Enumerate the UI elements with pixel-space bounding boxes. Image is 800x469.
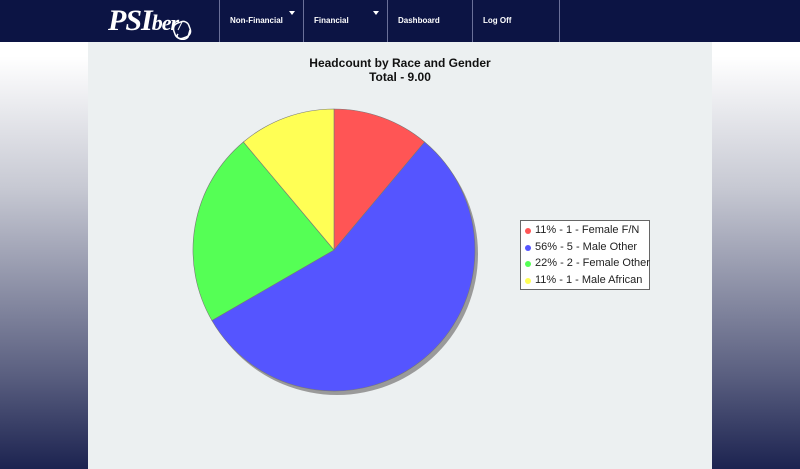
nav-dashboard[interactable]: Dashboard [387,0,472,42]
chart-panel: Headcount by Race and Gender Total - 9.0… [88,42,712,469]
caret-down-icon [373,11,379,15]
legend-swatch [525,228,531,234]
pie-slice-3[interactable] [242,108,335,251]
nav-log-off-label: Log Off [483,16,512,25]
logo-text-main: PSI [108,4,153,37]
pie-slice-1[interactable] [211,141,476,392]
mouse-icon [172,20,192,40]
nav-dashboard-label: Dashboard [398,16,440,25]
nav-log-off[interactable]: Log Off [472,0,560,42]
psiber-logo[interactable]: PSIber [108,4,218,40]
chart-subtitle: Total - 9.00 [369,70,431,84]
legend-label: 56% - 5 - Male Other [535,240,638,253]
caret-down-icon [289,11,295,15]
legend-label: 11% - 1 - Female F/N [535,224,640,236]
nav-non-financial[interactable]: Non-Financial [219,0,304,42]
legend-label: 22% - 2 - Female Other [535,257,650,269]
nav-non-financial-label: Non-Financial [230,16,283,25]
legend-swatch [525,244,531,251]
pie-chart [192,108,478,395]
chart-legend: 11% - 1 - Female F/N 56% - 5 - Male Other… [520,220,650,290]
legend-label: 11% - 1 - Male African [535,273,643,286]
top-navigation-bar: PSIber Non-Financial Financial Dashboard… [0,0,800,42]
legend-swatch [525,261,531,267]
nav-financial-label: Financial [314,16,349,25]
nav-financial[interactable]: Financial [303,0,388,42]
pie-slice-0[interactable] [333,108,426,251]
pie-slice-2[interactable] [192,141,335,321]
legend-swatch [525,277,531,284]
chart-title: Headcount by Race and Gender [309,56,491,70]
